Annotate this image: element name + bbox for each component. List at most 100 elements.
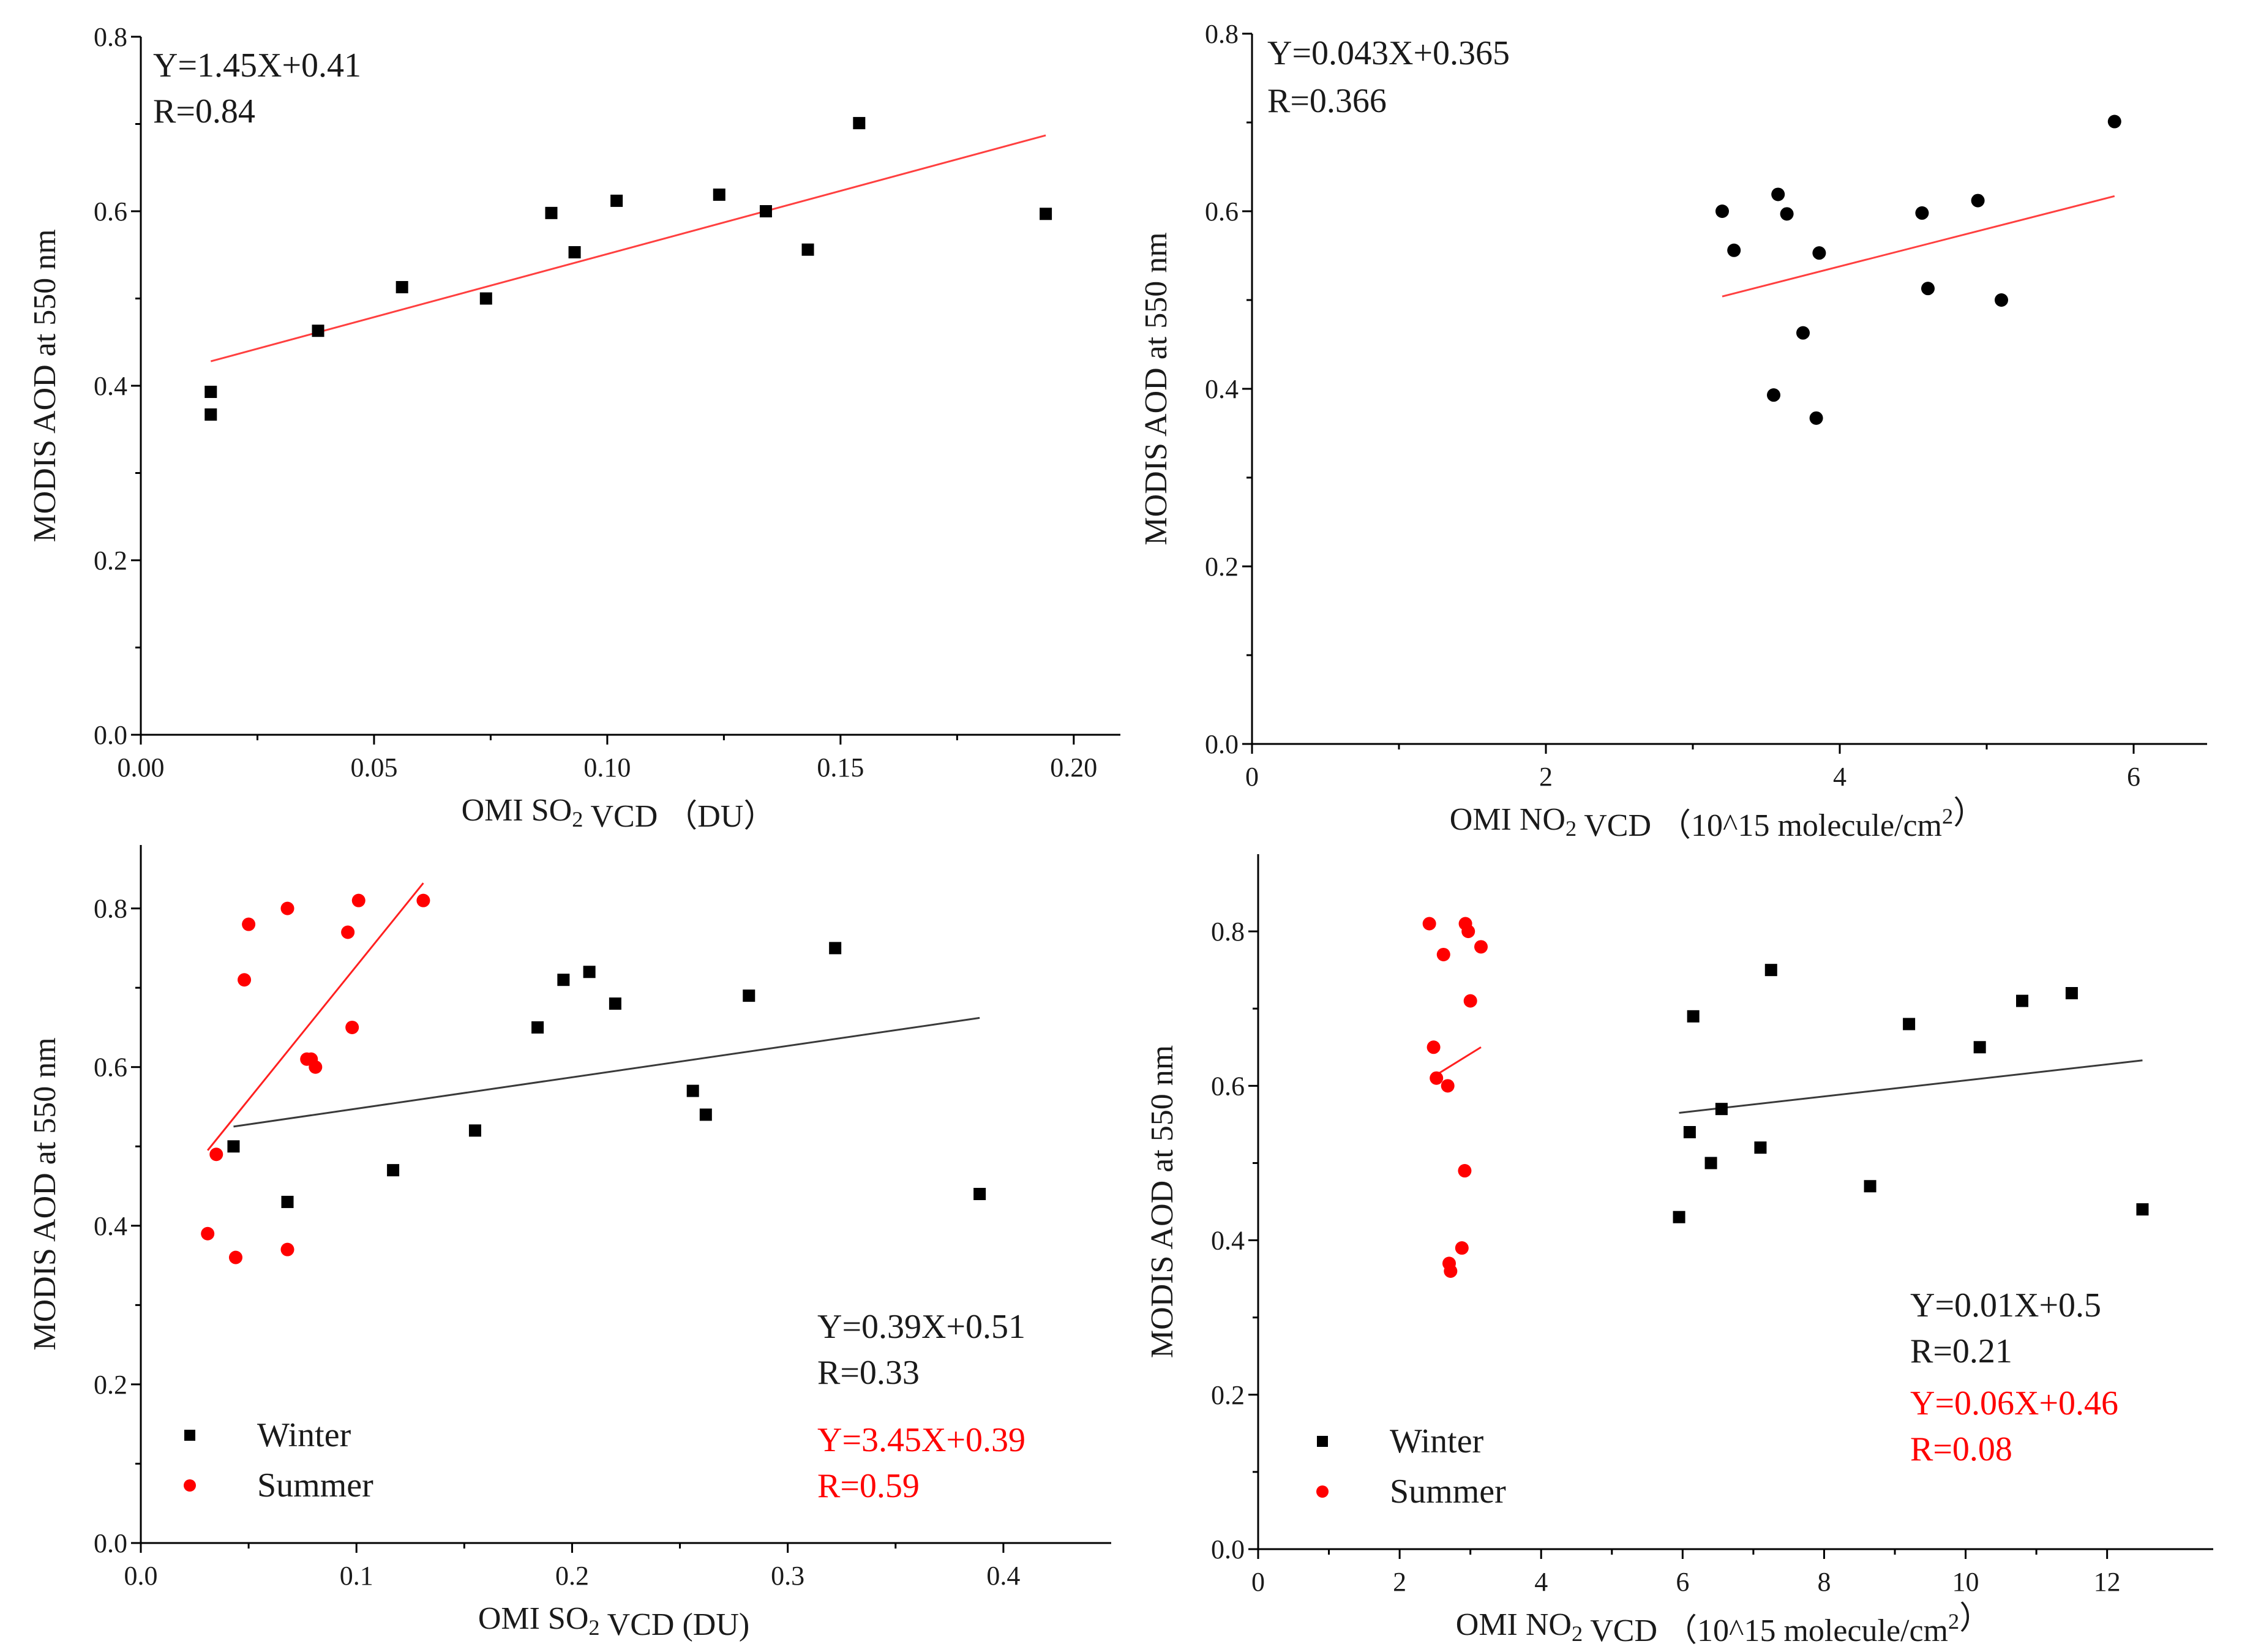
data-point-all (479, 292, 492, 305)
data-point-winter (686, 1084, 699, 1097)
data-point-all (713, 188, 725, 201)
y-tick-label: 0.4 (1205, 374, 1239, 404)
data-point-winter (583, 966, 596, 978)
data-point-all (853, 117, 866, 130)
data-point-winter (1673, 1211, 1685, 1223)
correlation-label: R=0.21 (1910, 1332, 2012, 1370)
y-axis-title: MODIS AOD at 550 nm (1139, 232, 1174, 545)
legend-marker-summer (184, 1479, 196, 1492)
data-point-winter (973, 1188, 986, 1200)
data-point-summer (345, 1020, 359, 1034)
data-point-summer (309, 1060, 323, 1074)
data-point-summer (209, 1147, 223, 1162)
x-tick-label: 0 (1245, 762, 1259, 792)
x-tick-label: 0.3 (771, 1561, 804, 1591)
x-tick-label: 12 (2094, 1567, 2121, 1597)
data-point-winter (1903, 1018, 1916, 1031)
data-point-summer (1455, 1241, 1469, 1255)
data-point-winter (1687, 1010, 1700, 1023)
data-point-winter (387, 1164, 400, 1177)
data-point-all (1995, 293, 2008, 307)
data-point-all (801, 243, 814, 256)
data-point-winter (829, 942, 842, 955)
data-point-all (1812, 246, 1826, 260)
regression-equation: Y=0.06X+0.46 (1910, 1384, 2118, 1422)
data-point-summer (238, 973, 252, 987)
y-tick-label: 0.2 (1211, 1380, 1245, 1410)
data-point-winter (281, 1195, 294, 1208)
chart-panel-2: 0 2 4 6 0.0 0.2 0.4 0.6 0.8 OMI NO2 VCD （10^15 mo… (1139, 19, 2207, 843)
data-point-summer (228, 1250, 242, 1264)
data-point-all (204, 385, 217, 398)
x-axis-title: OMI NO2 VCD （10^15 molecule/cm2） (1450, 796, 1985, 843)
x-tick-label: 4 (1534, 1567, 1548, 1597)
correlation-label: R=0.08 (1910, 1430, 2012, 1468)
y-tick-label: 0.0 (1205, 729, 1239, 759)
correlation-label: R=0.59 (817, 1467, 920, 1505)
data-point-all (1809, 411, 1823, 425)
x-tick-label: 2 (1539, 762, 1553, 792)
x-tick-label: 10 (1952, 1567, 1979, 1597)
chart-panel-4: 0 2 4 6 8 10 12 0.0 0.2 0.4 0.6 0.8 OMI NO2 VCD （10^… (1145, 854, 2213, 1648)
regression-equation: Y=0.043X+0.365 (1267, 34, 1510, 72)
x-tick-label: 0.2 (555, 1561, 589, 1591)
y-tick-label: 0.0 (94, 1528, 127, 1558)
fit-line (1722, 195, 2115, 298)
data-point-all (2107, 115, 2121, 129)
x-tick-label: 0.15 (817, 753, 864, 783)
data-point-winter (1704, 1157, 1717, 1170)
data-point-summer (1474, 940, 1488, 954)
x-tick-label: 2 (1393, 1567, 1406, 1597)
data-point-winter (2065, 987, 2078, 999)
y-tick-label: 0.4 (94, 371, 127, 401)
data-point-all (1771, 187, 1785, 201)
y-axis-title: MODIS AOD at 550 nm (1145, 1045, 1180, 1358)
data-point-all (204, 408, 217, 421)
data-point-all (1921, 282, 1935, 296)
fit-line (1433, 1046, 1482, 1078)
x-tick-label: 0.00 (118, 753, 165, 783)
y-axis-title: MODIS AOD at 550 nm (28, 1037, 62, 1350)
data-point-all (610, 194, 623, 207)
legend-label-winter: Winter (1390, 1422, 1484, 1460)
data-point-all (1796, 326, 1810, 340)
data-point-winter (468, 1124, 481, 1137)
regression-equation: Y=1.45X+0.41 (153, 47, 361, 84)
fit-line (207, 882, 424, 1151)
data-point-all (396, 280, 408, 293)
data-point-all (568, 246, 581, 258)
legend-label-summer: Summer (257, 1466, 373, 1504)
x-tick-label: 0.20 (1050, 753, 1097, 783)
data-point-winter (227, 1140, 240, 1153)
data-point-winter (1764, 964, 1777, 977)
y-tick-label: 0.8 (1205, 19, 1239, 49)
regression-equation: Y=0.01X+0.5 (1910, 1286, 2101, 1324)
data-point-summer (1461, 925, 1475, 939)
x-axis-title: OMI SO2 VCD (DU) (478, 1601, 749, 1642)
x-axis-title: OMI NO2 VCD （10^15 molecule/cm2） (1456, 1601, 1991, 1648)
fit-line (233, 1016, 980, 1128)
y-tick-label: 0.4 (94, 1211, 127, 1241)
y-tick-label: 0.8 (94, 22, 127, 52)
data-point-winter (531, 1021, 544, 1034)
x-tick-label: 8 (1817, 1567, 1831, 1597)
regression-equation: Y=3.45X+0.39 (817, 1421, 1025, 1459)
data-point-summer (1422, 917, 1436, 931)
y-tick-label: 0.6 (94, 1053, 127, 1083)
data-point-winter (699, 1108, 712, 1121)
data-point-summer (416, 893, 430, 907)
data-point-all (1971, 193, 1985, 208)
legend-label-summer: Summer (1390, 1473, 1506, 1511)
data-point-winter (1683, 1126, 1696, 1138)
data-point-all (1767, 388, 1780, 402)
y-tick-label: 0.6 (1205, 197, 1239, 227)
y-tick-label: 0.4 (1211, 1226, 1245, 1256)
legend-marker-winter (1317, 1436, 1328, 1447)
correlation-label: R=0.33 (817, 1354, 920, 1392)
data-point-winter (557, 974, 570, 986)
data-point-winter (2016, 994, 2028, 1007)
data-point-winter (2136, 1203, 2149, 1216)
data-point-winter (609, 997, 621, 1010)
data-point-winter (1715, 1103, 1728, 1116)
